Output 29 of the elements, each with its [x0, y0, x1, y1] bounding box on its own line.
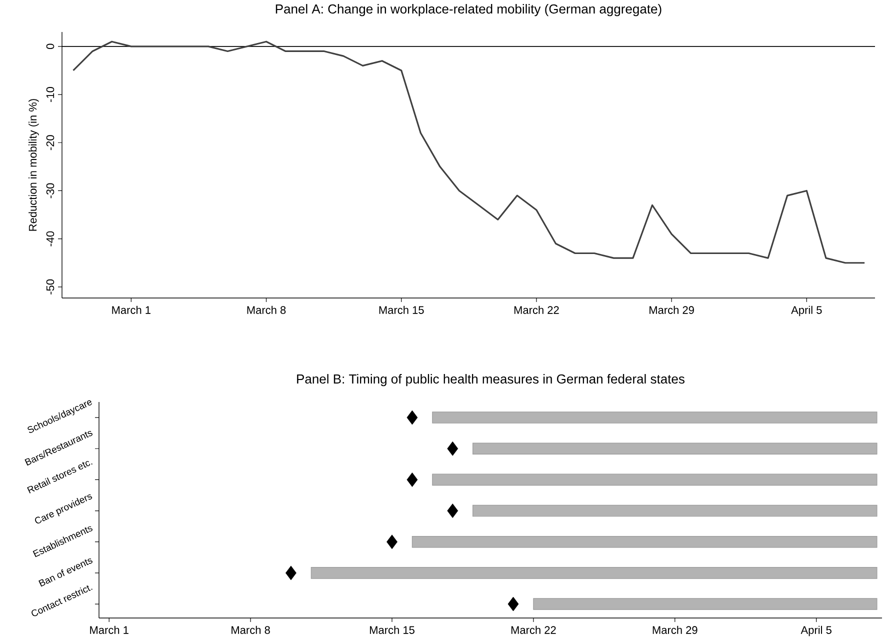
x-tick-label: March 22	[511, 626, 556, 634]
y-axis-title: Reduction in mobility (in %)	[28, 99, 39, 231]
x-tick-label: March 29	[650, 306, 694, 314]
point	[447, 441, 458, 456]
y-tick-label: -50	[46, 279, 54, 294]
x-tick-label: March 8	[232, 626, 270, 634]
y-tick-label: -30	[46, 183, 54, 198]
chart-title: Panel B: Timing of public health measures in German federal states	[297, 374, 684, 386]
point	[386, 534, 398, 550]
y-tick-label: -10	[46, 87, 54, 102]
x-tick-label: March 15	[370, 626, 414, 634]
x-tick-label: March 29	[652, 626, 698, 634]
point	[406, 410, 418, 425]
y-tick-label: 0	[46, 44, 54, 50]
x-tick-label: April 5	[800, 626, 832, 636]
point	[406, 472, 418, 487]
x-tick-label: March 15	[379, 306, 424, 314]
y-tick-label: -40	[46, 231, 54, 246]
x-tick-label: March 1	[90, 626, 128, 634]
x-tick-label: April 5	[791, 306, 822, 316]
point	[286, 566, 296, 580]
point	[447, 504, 458, 518]
x-tick-label: March 8	[247, 306, 286, 314]
x-tick-label: March 1	[112, 306, 150, 314]
chart-title: Panel A: Change in workplace-related mobility (German aggregate)	[276, 4, 662, 16]
x-tick-label: March 22	[514, 306, 559, 314]
point	[508, 596, 519, 612]
y-tick-label: Ban of events	[38, 558, 92, 587]
y-tick-label: -20	[46, 135, 54, 150]
